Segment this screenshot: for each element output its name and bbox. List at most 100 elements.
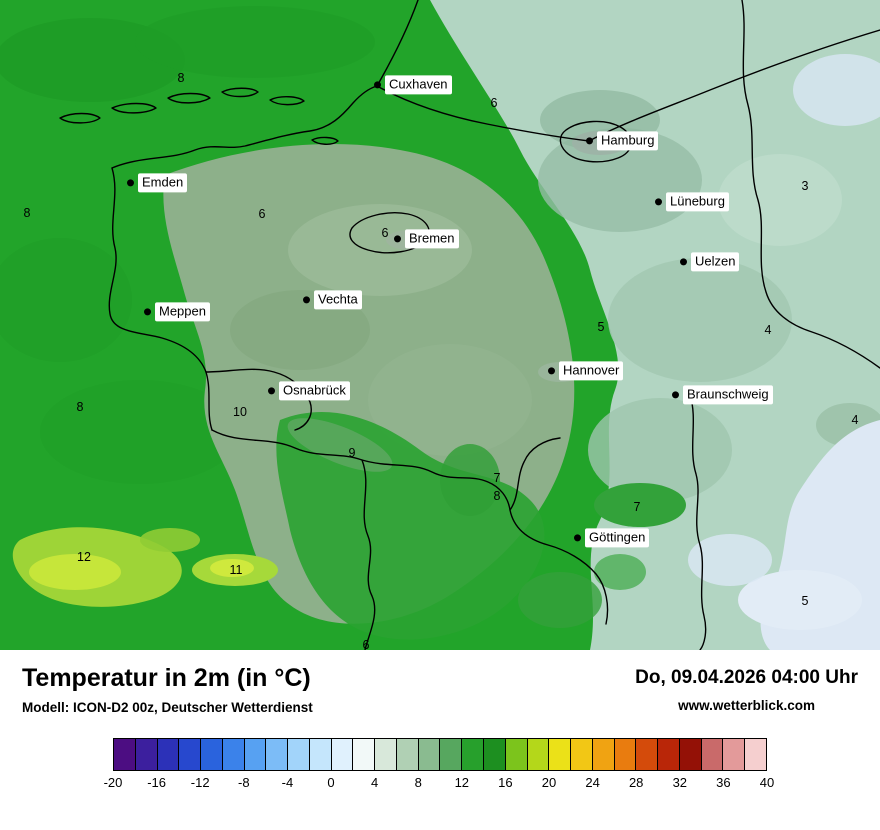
city-label: Osnabrück [279,381,350,401]
colorbar-cell [461,738,485,771]
temp-value-label: 12 [77,549,91,564]
colorbar-cell [178,738,202,771]
temp-value-label: 7 [633,499,641,514]
city-label: Meppen [155,302,210,322]
temp-value-label: 11 [229,562,243,577]
colorbar-cell [526,738,550,771]
colorbar-tick-label: 12 [454,775,470,790]
city-label: Hamburg [597,131,659,151]
colorbar-cell [200,738,223,771]
map-overlay: Cuxhaven Hamburg Emden Lüneburg Bremen Uelzen… [23,70,859,650]
colorbar-cell [591,738,615,771]
city-marker: Uelzen [680,252,740,272]
colorbar-tick-label: 36 [716,775,731,790]
colorbar-ticks: -20 -16 -12 -8 -4 0 4 8 12 16 20 24 28 32 36 40 [104,775,775,793]
colorbar-cell [439,738,463,771]
colorbar-cell [570,738,593,771]
city-dot [655,198,662,206]
footer: Temperatur in 2m (in °C) Modell: ICON-D2… [0,650,880,830]
temp-value-label: 6 [362,637,370,650]
city-dot [127,179,134,187]
city-marker: Braunschweig [672,385,773,405]
colorbar-cell [113,738,136,771]
city-dot [548,367,555,375]
colorbar-cell [265,738,289,771]
colorbar-cell [243,738,267,771]
colorbar-tick-label: 32 [672,775,688,790]
city-marker: Emden [127,173,188,193]
temp-value-label: 5 [801,593,809,608]
colorbar-tick-label: -20 [103,775,123,790]
city-label: Hannover [559,361,624,381]
temp-value-label: 6 [258,206,266,221]
city-dot [268,387,275,395]
temp-value-label: 5 [597,319,605,334]
temp-value-label: 4 [764,322,772,337]
city-dot [680,258,687,266]
temp-value-label: 6 [381,225,389,240]
footer-right: Do, 09.04.2026 04:00 Uhr www.wetterblick… [635,664,858,713]
city-marker: Hamburg [586,131,659,151]
colorbar-cell [395,738,419,771]
city-label: Vechta [314,290,362,310]
temp-value-label: 10 [233,404,247,419]
colorbar-tick-label: 8 [414,775,422,790]
temp-value-label: 8 [177,70,185,85]
city-label: Göttingen [585,528,650,548]
colorbar-tick-label: -4 [281,775,294,790]
city-label: Lüneburg [666,192,729,212]
city-label: Uelzen [691,252,740,272]
colorbar-tick-label: -16 [147,775,166,790]
colorbar-cell [156,738,180,771]
map-datetime: Do, 09.04.2026 04:00 Uhr [635,667,858,688]
colorbar-cell [330,738,354,771]
city-marker: Vechta [303,290,362,310]
colorbar-cell [483,738,506,771]
colorbar-cell [700,738,724,771]
temp-value-label: 4 [851,412,859,427]
city-dot [586,137,593,145]
colorbar-cell [678,738,702,771]
map-graphic [12,0,880,650]
colorbar-cell [374,738,397,771]
city-dot [144,308,151,316]
colorbar-tick-label: 24 [585,775,600,790]
city-dot [574,534,581,542]
colorbar-cell [417,738,441,771]
model-info: Modell: ICON-D2 00z, Deutscher Wetterdie… [22,700,313,715]
city-dot [394,235,401,243]
colorbar-tick-label: 0 [327,775,335,790]
city-label: Braunschweig [683,385,773,405]
colorbar: -20 -16 -12 -8 -4 0 4 8 12 16 20 24 28 32 36 40 [104,738,775,793]
website-label: www.wetterblick.com [678,698,815,713]
city-label: Emden [138,173,188,193]
temperature-map: Cuxhaven Hamburg Emden Lüneburg Bremen Uelzen… [0,0,880,650]
colorbar-cell [308,738,332,771]
city-marker: Bremen [394,229,459,249]
temp-value-label: 8 [76,399,84,414]
city-label: Bremen [405,229,459,249]
city-marker: Cuxhaven [374,75,452,95]
map-title: Temperatur in 2m (in °C) [22,664,311,692]
temp-value-label: 7 [493,470,501,485]
city-marker: Göttingen [574,528,650,548]
temp-value-label: 3 [801,178,809,193]
colorbar-cell [134,738,158,771]
colorbar-tick-label: 20 [541,775,557,790]
city-marker: Meppen [144,302,210,322]
colorbar-tick-label: -8 [238,775,250,790]
city-label: Cuxhaven [385,75,452,95]
temp-value-label: 6 [490,95,498,110]
temp-value-label: 8 [23,205,31,220]
colorbar-cell [613,738,637,771]
colorbar-cell [722,738,746,771]
city-dot [303,296,310,304]
colorbar-cell [635,738,659,771]
temp-value-label: 9 [348,445,356,460]
border-lines [59,0,880,650]
colorbar-tick-label: 28 [628,775,644,790]
city-marker: Lüneburg [655,192,729,212]
colorbar-cell [657,738,680,771]
colorbar-tick-label: 40 [759,775,775,790]
